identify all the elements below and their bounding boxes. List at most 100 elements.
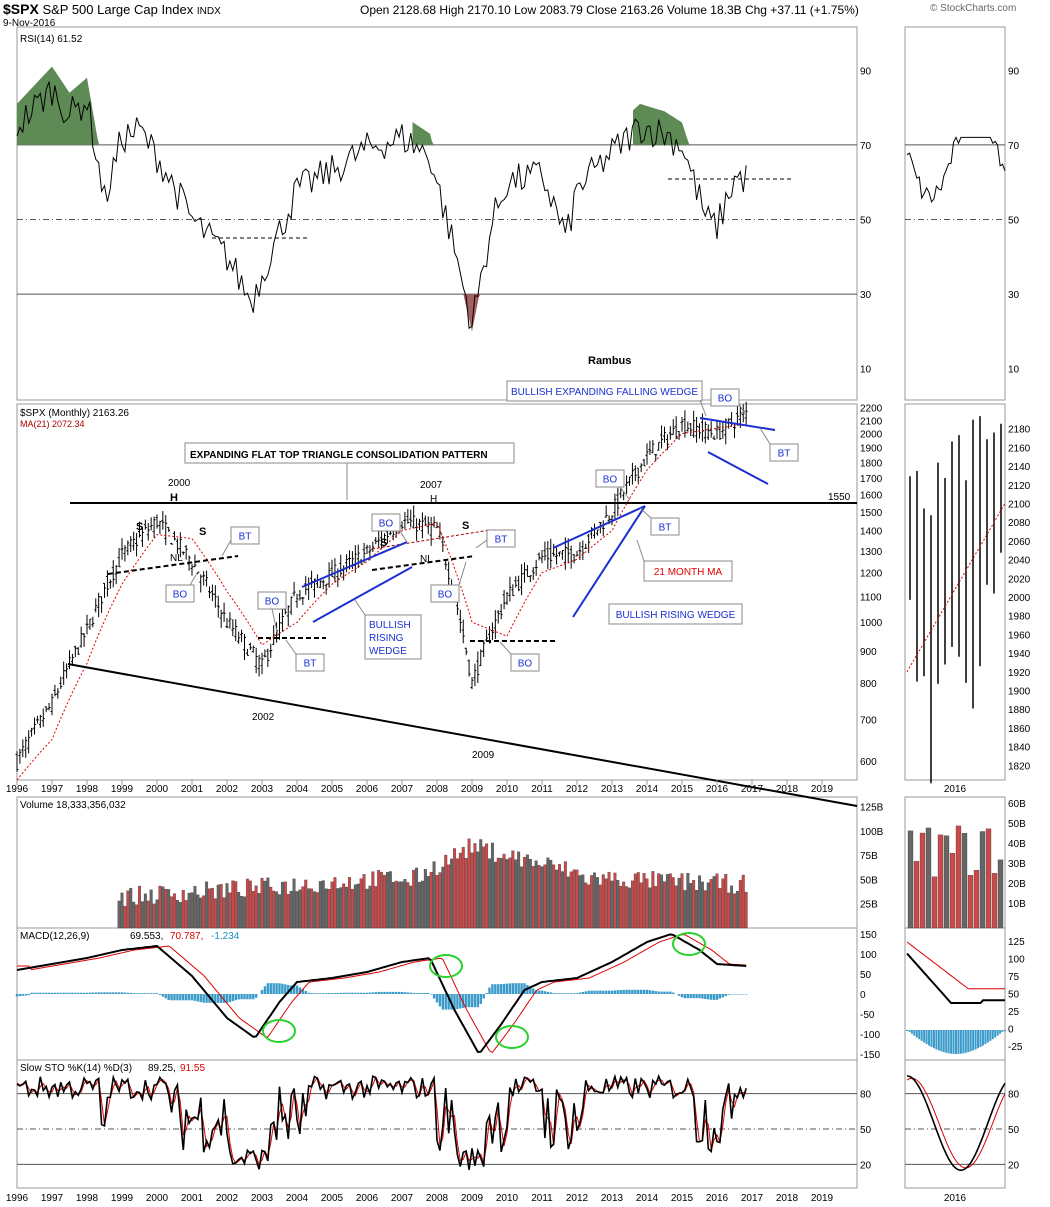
macd-side-hist-bar [959,1030,962,1054]
rising-wedge-1-word2: RISING [369,633,404,644]
macd-side-hist-bar [994,1030,997,1038]
bo-2013: BO [603,475,618,486]
ma21-label-pointer [636,539,645,562]
macd-tick-label: 50 [860,970,872,981]
macd-hist-bar [432,994,436,999]
macd-hist-bar [648,990,652,994]
volume-bar [219,884,223,929]
macd-hist-bar [263,986,267,994]
macd-hist-bar [695,994,698,999]
volume-bar [636,872,640,929]
macd-side-hist-bar [950,1030,953,1054]
volume-bar [668,873,672,929]
macd-hist-bar [459,994,462,1009]
volume-side-bar [943,835,950,929]
x-axis-label-bottom: 2008 [426,1193,449,1204]
rsi-side-tick-label: 30 [1008,290,1020,301]
volume-bar [254,885,258,929]
macd-hist-bar [187,994,191,1001]
volume-bar [613,872,617,929]
volume-bar [129,887,133,929]
bt-2001-pointer [221,539,232,557]
volume-bar [275,891,279,929]
sto-label: Slow STO %K(14) %D(3) [20,1063,132,1074]
volume-bar [409,885,413,929]
macd-hist-bar [543,991,547,994]
volume-bar [523,856,526,929]
macd-hist-bar [240,994,243,1000]
x-axis-label-bottom: 2018 [776,1193,799,1204]
macd-hist-bar [520,983,523,994]
volume-bar [674,885,678,929]
volume-bar [464,858,468,929]
sto-tick-label: 20 [860,1160,872,1171]
rsi-tick-label: 90 [860,66,872,77]
volume-bar [730,885,734,929]
macd-side-hist-bar [989,1030,992,1041]
volume-bar [604,878,608,929]
volume-side-bar [931,876,938,929]
macd-hist-bar [39,992,42,994]
volume-bar [400,881,404,929]
x-axis-label-top: 2000 [146,784,169,795]
rsi-side-line [906,136,1006,203]
price-tick-label: 600 [860,757,877,768]
volume-bar [348,877,351,929]
macd-hist-bar [18,994,22,997]
volume-bar [435,875,439,929]
volume-bar [143,893,147,929]
volume-bar [365,888,369,929]
sto-panel-frame [16,1059,858,1189]
volume-bar [683,890,687,929]
macd-hist-bar [77,992,80,994]
macd-side-hist-bar [906,1030,908,1031]
volume-bar [222,897,226,929]
volume-bar [298,889,302,929]
macd-side-tick-label: 50 [1008,990,1020,1001]
shoulder-2007-left: S [380,537,387,549]
macd-hist-bar [319,993,322,994]
macd-hist-bar [359,992,363,994]
price-tick-label: 800 [860,679,877,690]
volume-bar [660,874,664,929]
bo-2008-box [430,584,460,603]
macd-hist-bar [141,993,144,994]
volume-bar [426,876,430,929]
volume-bar [490,842,494,929]
macd-hist-bar [567,993,570,994]
volume-bar [418,881,421,929]
volume-bar [555,869,559,929]
macd-hist-bar [65,992,68,994]
macd-hist-bar [584,991,587,994]
volume-bar [581,874,585,929]
sto-side-tick-label: 20 [1008,1160,1020,1171]
macd-hist-bar [692,994,695,999]
macd-hist-bar [502,983,506,994]
macd-side-hist-bar [955,1030,957,1054]
macd-hist-bar [123,992,127,994]
volume-bar [310,888,314,929]
side-ma-line [906,503,1006,673]
macd-side-hist-bar [996,1030,999,1036]
macd-side-hist-bar [915,1030,918,1038]
exchange: INDX [196,6,221,17]
macd-label: MACD(12,26,9) [20,931,89,942]
volume-bar [208,888,211,929]
volume-bar [170,896,174,929]
macd-side-hist-bar [928,1030,931,1046]
x-axis-label-top: 2017 [741,784,764,795]
volume-bar [517,851,521,929]
volume-bar [619,885,623,929]
index-name: S&P 500 Large Cap Index [42,2,194,17]
volume-bar [315,892,319,929]
volume-bar [680,873,684,929]
bt-2016: BT [778,449,791,460]
volume-bar [362,874,366,929]
macd-hist-bar [392,991,395,994]
macd-hist-bar [418,992,421,994]
side-price-tick: 2120 [1008,481,1031,492]
macd-hist-bar [666,991,669,994]
macd-hist-bar [464,994,468,1008]
volume-bar [724,874,728,929]
falling-wedge-label-pointer [699,399,707,417]
